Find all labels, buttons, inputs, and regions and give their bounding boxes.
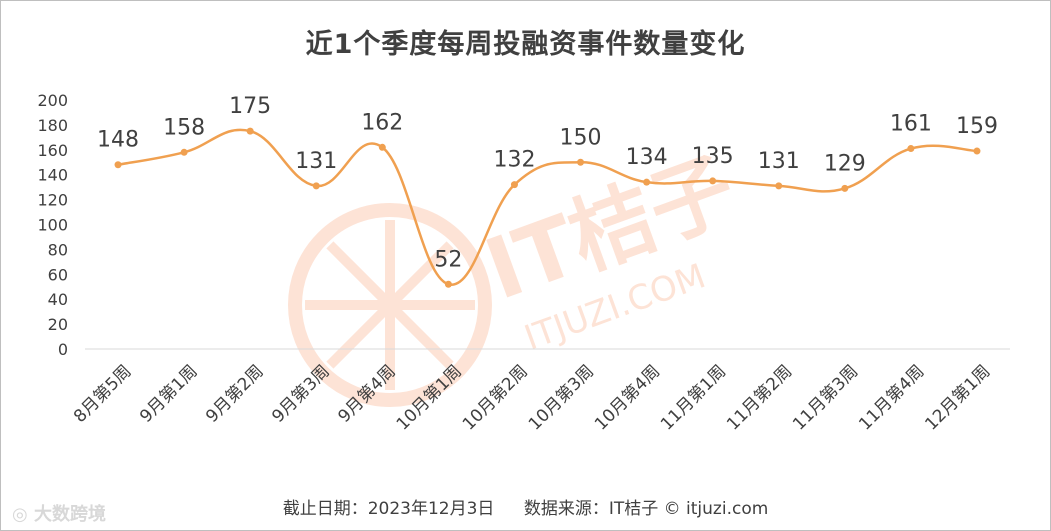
data-label: 129 <box>824 151 866 176</box>
data-point <box>577 158 585 166</box>
data-label: 131 <box>295 149 337 174</box>
y-tick-label: 100 <box>37 216 68 235</box>
watermark-segment <box>386 241 454 309</box>
x-tick-label: 11月第1周 <box>657 361 730 434</box>
data-label: 158 <box>163 115 205 140</box>
footer-source: 数据来源：IT桔子 © itjuzi.com <box>523 499 769 519</box>
data-point <box>510 181 518 189</box>
data-point <box>246 127 254 135</box>
x-tick-label: 9月第1周 <box>136 361 202 427</box>
data-point <box>643 178 651 186</box>
x-axis-ticks: 8月第5周 9月第1周 9月第2周 9月第3周 9月第4周10月第1周10月第2周10月… <box>70 361 994 434</box>
x-tick-label: 10月第2周 <box>459 361 532 434</box>
data-label: 132 <box>493 148 535 173</box>
data-label: 135 <box>692 144 734 169</box>
data-point <box>907 145 915 153</box>
y-tick-label: 20 <box>48 315 68 334</box>
data-point <box>841 184 849 192</box>
x-tick-label: 8月第5周 <box>70 361 136 427</box>
x-tick-label: 9月第2周 <box>202 361 268 427</box>
watermark-segment <box>386 301 454 369</box>
data-label: 134 <box>626 145 668 170</box>
data-label: 52 <box>434 247 462 272</box>
x-tick-label: 11月第2周 <box>723 361 796 434</box>
y-tick-label: 140 <box>37 166 68 185</box>
data-labels: 148 158 175 131 162 52 132 150 134 135 131 129 161 15… <box>97 94 998 272</box>
data-points <box>114 127 981 288</box>
data-point <box>444 280 452 288</box>
data-label: 175 <box>229 94 271 119</box>
watermark-segment <box>326 241 394 309</box>
data-point <box>114 161 122 169</box>
data-label: 148 <box>97 128 139 153</box>
y-tick-label: 120 <box>37 191 68 210</box>
watermark-segment <box>326 301 394 369</box>
footer-date: 截止日期：2023年12月3日 <box>282 499 495 519</box>
data-label: 131 <box>758 149 800 174</box>
y-tick-label: 200 <box>37 91 68 110</box>
data-label: 162 <box>361 110 403 135</box>
y-tick-label: 160 <box>37 141 68 160</box>
x-tick-label: 10月第3周 <box>525 361 598 434</box>
data-label: 161 <box>890 112 932 137</box>
data-label: 159 <box>956 114 998 139</box>
footer: 截止日期：2023年12月3日 数据来源：IT桔子 © itjuzi.com <box>0 494 1051 519</box>
brand-icon: ◎ <box>12 504 28 525</box>
data-label: 150 <box>560 125 602 150</box>
watermark-ring <box>288 203 492 407</box>
y-tick-label: 80 <box>48 240 68 259</box>
x-tick-label: 11月第4周 <box>855 361 928 434</box>
y-tick-label: 60 <box>48 265 68 284</box>
x-tick-label: 12月第1周 <box>921 361 994 434</box>
y-tick-label: 40 <box>48 290 68 309</box>
x-tick-label: 9月第3周 <box>268 361 334 427</box>
chart-title: 近1个季度每周投融资事件数量变化 <box>305 29 746 60</box>
data-point <box>378 143 386 151</box>
data-point <box>709 177 717 185</box>
brand-text: 大数跨境 <box>34 504 106 525</box>
data-point <box>312 182 320 190</box>
y-tick-label: 0 <box>58 340 68 359</box>
y-axis-ticks: 0 20 40 60 80 100 120 140 160 180 200 <box>37 91 68 359</box>
data-point <box>180 148 188 156</box>
data-point <box>775 182 783 190</box>
data-point <box>973 147 981 155</box>
y-tick-label: 180 <box>37 116 68 135</box>
x-tick-label: 10月第4周 <box>591 361 664 434</box>
x-tick-label: 11月第3周 <box>789 361 862 434</box>
brand-logo: ◎ 大数跨境 <box>12 500 106 526</box>
